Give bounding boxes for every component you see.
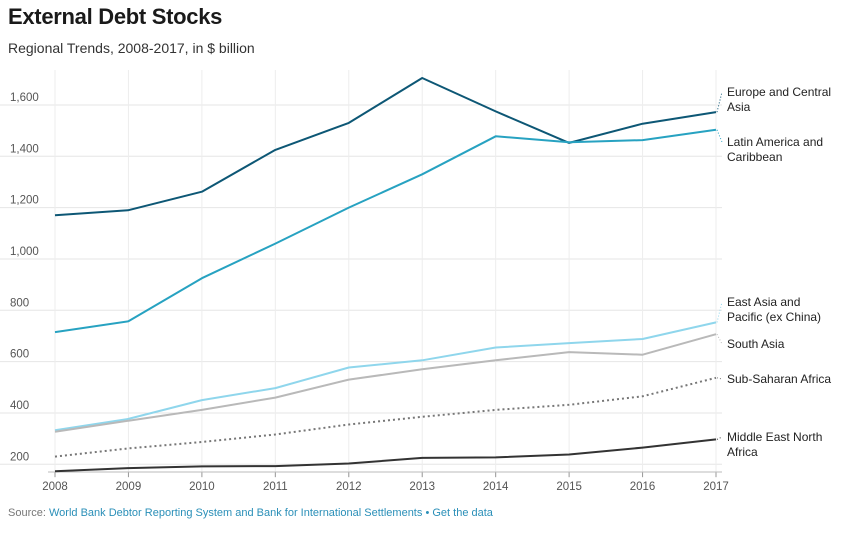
x-tick-label: 2009: [116, 481, 142, 493]
x-axis: 2008 2009 2010 2011 2012 2013 2014 2015 2016 2017: [42, 471, 729, 493]
x-tick-label: 2008: [42, 481, 68, 493]
series-line-east-asia-and-pacific-ex-china-: [54, 321, 717, 432]
series-label: Caribbean: [727, 150, 782, 164]
series-label: East Asia and: [727, 295, 800, 309]
label-connector: [716, 129, 723, 143]
series-line-latin-america-and-caribbean: [54, 128, 717, 334]
y-axis: 200 400 600 800 1,000 1,200 1,400 1,600: [10, 92, 39, 463]
label-connector: [716, 377, 723, 380]
y-tick-label: 1,000: [10, 246, 39, 258]
source-link[interactable]: World Bank Debtor Reporting System and B…: [48, 507, 423, 519]
series-label: Asia: [727, 100, 751, 114]
y-tick-label: 1,200: [10, 195, 39, 207]
series-line-europe-and-central-asia: [54, 77, 717, 217]
series-label: South Asia: [727, 337, 785, 351]
y-tick-label: 200: [10, 451, 29, 463]
y-tick-label: 400: [10, 400, 29, 412]
source-prefix: Source:: [8, 507, 46, 519]
x-tick-label: 2017: [703, 481, 729, 493]
source-separator: •: [425, 507, 430, 519]
source-note: Source: World Bank Debtor Reporting Syst…: [8, 507, 493, 519]
series-line-middle-east-north-africa: [54, 438, 717, 473]
x-tick-label: 2010: [189, 481, 215, 493]
x-tick-label: 2011: [263, 481, 288, 493]
y-tick-label: 800: [10, 297, 29, 309]
y-tick-label: 1,600: [10, 92, 39, 104]
label-connector: [716, 91, 723, 113]
label-connector: [716, 301, 723, 323]
x-tick-label: 2016: [630, 481, 656, 493]
chart-title: External Debt Stocks: [8, 4, 223, 29]
series-label: Europe and Central: [727, 85, 831, 99]
x-tick-label: 2013: [409, 481, 435, 493]
series-label: Africa: [727, 445, 758, 459]
series-line-sub-saharan-africa: [54, 376, 717, 458]
label-connector: [716, 436, 723, 440]
series-lines: [54, 77, 717, 473]
y-tick-label: 600: [10, 349, 29, 361]
series-label: Middle East North: [727, 430, 822, 444]
gridlines: [0, 70, 722, 478]
x-tick-label: 2015: [556, 481, 582, 493]
x-tick-label: 2014: [483, 481, 509, 493]
x-tick-label: 2012: [336, 481, 362, 493]
series-label: Latin America and: [727, 135, 823, 149]
get-data-link[interactable]: Get the data: [432, 507, 493, 519]
series-label: Sub-Saharan Africa: [727, 372, 831, 386]
chart-subtitle: Regional Trends, 2008-2017, in $ billion: [8, 40, 255, 56]
label-connector: [716, 333, 723, 345]
series-line-south-asia: [54, 333, 717, 433]
y-tick-label: 1,400: [10, 143, 39, 155]
series-label: Pacific (ex China): [727, 310, 821, 324]
